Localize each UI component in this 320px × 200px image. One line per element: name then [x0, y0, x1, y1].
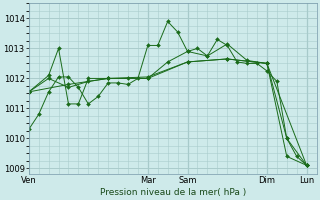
X-axis label: Pression niveau de la mer( hPa ): Pression niveau de la mer( hPa ): [100, 188, 246, 197]
